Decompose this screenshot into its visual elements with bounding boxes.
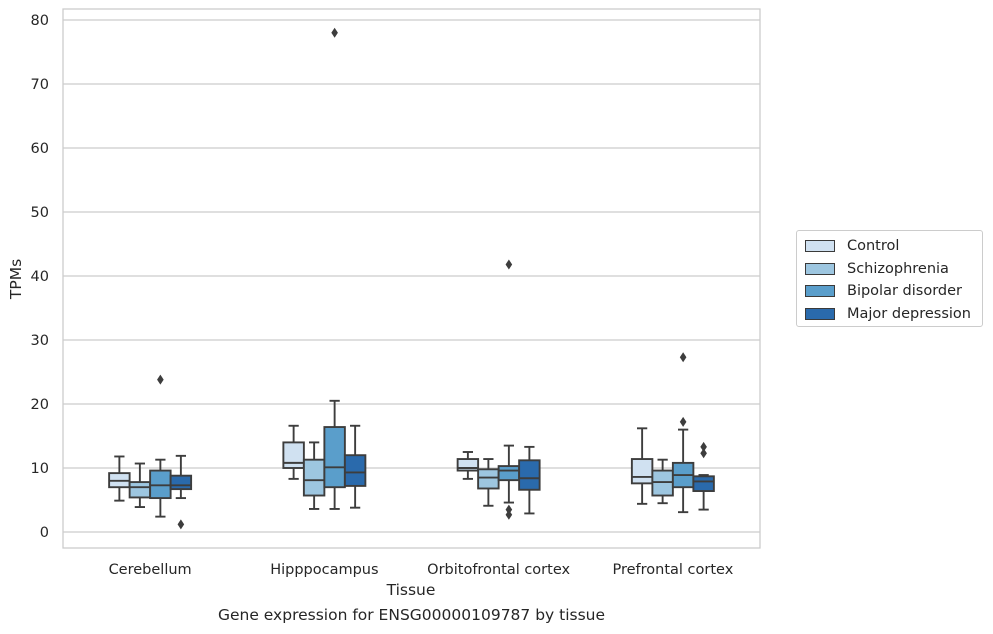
- x-tick-label: Cerebellum: [109, 562, 192, 578]
- box-iqr: [651, 469, 674, 497]
- box-schizophrenia: [477, 458, 500, 507]
- legend-swatch: [805, 285, 835, 298]
- legend: Control Schizophrenia Bipolar disorder Majo…: [796, 230, 983, 327]
- outlier-point: [177, 519, 185, 530]
- legend-label: Schizophrenia: [847, 260, 949, 277]
- box-schizophrenia: [651, 458, 674, 505]
- box-iqr: [282, 441, 305, 469]
- legend-label: Major depression: [847, 305, 971, 322]
- legend-swatch: [805, 240, 835, 253]
- legend-item: Schizophrenia: [805, 258, 982, 281]
- box-bipolar-disorder: [323, 27, 346, 510]
- box-iqr: [128, 481, 152, 499]
- outlier-point: [505, 509, 513, 520]
- outlier-point: [505, 504, 513, 515]
- plot-frame: [62, 8, 761, 549]
- figure-caption: Gene expression for ENSG00000109787 by t…: [217, 606, 606, 624]
- legend-item: Bipolar disorder: [805, 280, 982, 303]
- y-axis-label: TPMs: [7, 259, 25, 300]
- box-iqr: [518, 459, 541, 491]
- box-iqr: [630, 458, 654, 485]
- box-schizophrenia: [128, 462, 152, 508]
- box-iqr: [302, 458, 326, 497]
- box-iqr: [323, 426, 346, 489]
- box-iqr: [343, 454, 367, 487]
- outlier-point: [700, 448, 707, 459]
- box-iqr: [692, 475, 715, 492]
- y-tick-label: 30: [31, 333, 49, 349]
- legend-item: Major depression: [805, 303, 982, 326]
- legend-label: Control: [847, 238, 900, 255]
- outlier-point: [679, 416, 687, 427]
- outlier-point: [679, 352, 687, 363]
- box-iqr: [149, 469, 172, 500]
- box-major-depression: [343, 424, 367, 509]
- box-major-depression: [518, 445, 541, 515]
- gridlines: [63, 19, 760, 533]
- y-axis-ticks: 0 10 20 30 40 50 60 70 80: [31, 13, 49, 541]
- box-iqr: [477, 468, 500, 490]
- legend-label: Bipolar disorder: [847, 283, 962, 300]
- box-control: [282, 424, 305, 480]
- x-axis-label: Tissue: [386, 581, 436, 599]
- y-tick-label: 10: [31, 461, 49, 477]
- outlier-point: [700, 441, 707, 452]
- y-tick-label: 70: [31, 77, 49, 93]
- box-control: [630, 427, 654, 505]
- box-bipolar-disorder: [149, 374, 172, 518]
- y-tick-label: 20: [31, 397, 49, 413]
- y-tick-label: 40: [31, 269, 49, 285]
- x-tick-label: Orbitofrontal cortex: [427, 562, 570, 578]
- y-tick-label: 60: [31, 141, 49, 157]
- legend-item: Control: [805, 235, 982, 258]
- box-control: [456, 451, 480, 480]
- box-major-depression: [169, 454, 193, 530]
- x-tick-label: Prefrontal cortex: [612, 562, 733, 578]
- x-tick-label: Hipppocampus: [270, 562, 378, 578]
- x-axis-ticks: Cerebellum Hipppocampus Orbitofrontal cort…: [109, 562, 734, 578]
- box-bipolar-disorder: [497, 259, 521, 520]
- box-control: [108, 455, 131, 502]
- y-tick-label: 80: [31, 13, 49, 29]
- legend-swatch: [805, 262, 835, 275]
- outlier-point: [157, 374, 164, 385]
- box-series: [108, 27, 715, 530]
- outlier-point: [505, 259, 513, 270]
- box-major-depression: [692, 441, 715, 511]
- box-iqr: [497, 465, 521, 482]
- y-tick-label: 0: [40, 525, 49, 541]
- outlier-point: [331, 27, 338, 38]
- box-iqr: [456, 458, 480, 472]
- box-iqr: [169, 474, 193, 491]
- box-bipolar-disorder: [671, 352, 695, 514]
- legend-swatch: [805, 307, 835, 320]
- box-schizophrenia: [302, 441, 326, 510]
- y-tick-label: 50: [31, 205, 49, 221]
